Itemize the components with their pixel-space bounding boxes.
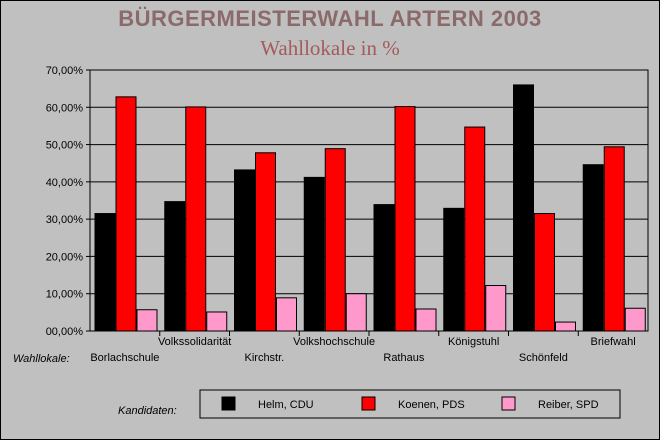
bar-2-0 bbox=[234, 169, 255, 332]
bar-4-0 bbox=[373, 204, 395, 332]
bar-2-1 bbox=[255, 152, 276, 332]
bar-6-2 bbox=[555, 321, 576, 332]
bar-5-1 bbox=[464, 126, 486, 332]
bar-1-2 bbox=[206, 311, 228, 332]
legend-swatch-0 bbox=[221, 396, 236, 411]
bar-5-2 bbox=[485, 285, 507, 332]
y-tick-label: 30,00% bbox=[46, 214, 84, 226]
x-category-label: Rathaus bbox=[383, 352, 424, 364]
x-category-label: Königstuhl bbox=[448, 336, 499, 348]
y-tick-label: 50,00% bbox=[46, 140, 84, 152]
bar-6-1 bbox=[534, 213, 555, 332]
y-tick-label: 70,00% bbox=[46, 65, 84, 77]
bar-0-0 bbox=[94, 213, 116, 332]
legend-label-1: Koenen, PDS bbox=[398, 399, 465, 411]
chart-title: BÜRGERMEISTERWAHL ARTERN 2003 bbox=[118, 6, 542, 31]
legend-label-2: Reiber, SPD bbox=[538, 399, 599, 411]
legend-box bbox=[199, 389, 621, 419]
y-tick-label: 00,00% bbox=[46, 326, 84, 338]
x-axis-label: Wahllokale: bbox=[13, 353, 70, 365]
bar-6-0 bbox=[513, 84, 534, 332]
x-category-label: Schönfeld bbox=[519, 352, 568, 364]
legend-title: Kandidaten: bbox=[118, 405, 177, 417]
legend-label-0: Helm, CDU bbox=[258, 399, 314, 411]
bar-5-0 bbox=[443, 207, 465, 332]
bar-7-2 bbox=[624, 307, 646, 332]
bar-0-2 bbox=[136, 309, 158, 332]
y-tick-label: 20,00% bbox=[46, 251, 84, 263]
bar-1-0 bbox=[164, 201, 186, 332]
x-category-label: Volkssolidarität bbox=[158, 336, 231, 348]
x-category-label: Briefwahl bbox=[591, 336, 636, 348]
bar-2-2 bbox=[276, 297, 297, 332]
x-category-label: Volkshochschule bbox=[293, 336, 375, 348]
bar-0-1 bbox=[115, 96, 137, 332]
legend-swatch-2 bbox=[501, 396, 516, 411]
x-category-label: Kirchstr. bbox=[245, 352, 285, 364]
y-tick-label: 40,00% bbox=[46, 177, 84, 189]
bar-7-0 bbox=[582, 164, 604, 332]
bar-4-1 bbox=[394, 106, 416, 332]
bar-3-1 bbox=[324, 148, 346, 332]
y-tick-label: 10,00% bbox=[46, 289, 84, 301]
bar-1-1 bbox=[185, 106, 207, 332]
bar-4-2 bbox=[415, 308, 437, 332]
bar-3-0 bbox=[303, 176, 325, 332]
y-tick-label: 60,00% bbox=[46, 102, 84, 114]
chart-subtitle: Wahllokale in % bbox=[260, 36, 400, 60]
x-category-label: Borlachschule bbox=[90, 352, 159, 364]
legend-swatch-1 bbox=[361, 396, 376, 411]
bar-7-1 bbox=[603, 146, 625, 332]
bar-3-2 bbox=[345, 293, 367, 332]
